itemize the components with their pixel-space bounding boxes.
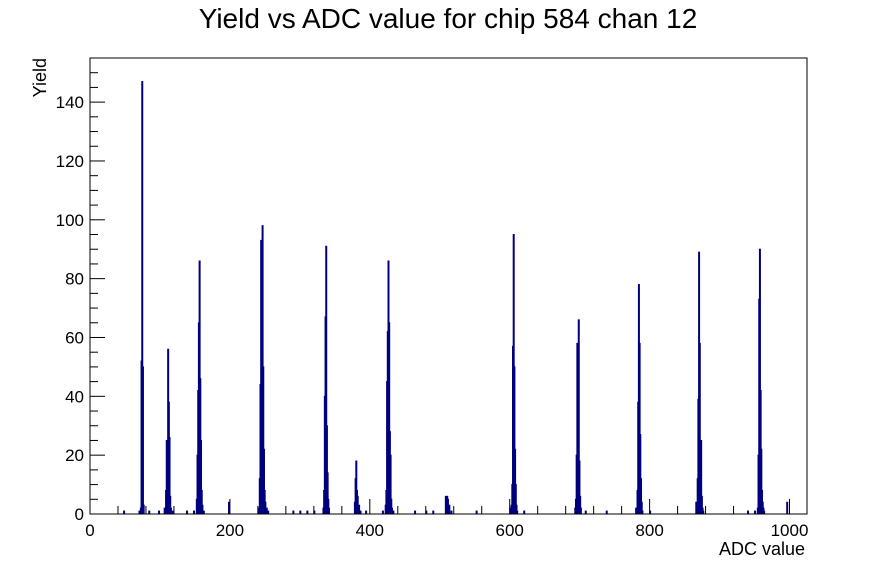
histogram-bin	[201, 504, 204, 515]
histogram-bin	[265, 507, 268, 515]
histogram-bin	[356, 495, 359, 515]
x-tick-label: 1000	[771, 521, 809, 540]
x-axis-label: ADC value	[719, 539, 805, 559]
y-axis-label: Yield	[30, 58, 50, 97]
histogram-bin	[390, 507, 393, 515]
histogram-bin	[228, 501, 230, 515]
y-tick-label: 40	[65, 387, 84, 406]
x-tick-label: 200	[216, 521, 244, 540]
histogram-bin	[579, 507, 582, 515]
histogram-bin	[163, 507, 166, 515]
y-tick-label: 60	[65, 328, 84, 347]
histogram-bin	[141, 366, 144, 515]
histogram-bin	[358, 504, 361, 515]
histogram-bin	[786, 501, 789, 515]
y-tick-label: 100	[56, 211, 84, 230]
plot-frame	[89, 57, 808, 515]
tick-labels: 0 200 400 600 800 1000 0 20 40 60 80 100 120 140	[56, 93, 809, 540]
y-tick-label: 80	[65, 270, 84, 289]
x-tick-label: 0	[85, 521, 94, 540]
x-tick-label: 600	[496, 521, 524, 540]
histogram-bin	[448, 504, 451, 515]
histogram-bin	[509, 507, 512, 515]
histogram-bin	[142, 504, 145, 515]
histogram-bin	[635, 507, 638, 515]
x-tick-label: 400	[356, 521, 384, 540]
y-tick-label: 0	[75, 505, 84, 524]
histogram-bin	[169, 507, 172, 515]
y-tick-label: 120	[56, 152, 84, 171]
y-tick-label: 140	[56, 93, 84, 112]
histogram-bin	[257, 507, 260, 515]
histogram-bin	[328, 507, 331, 515]
chart-title: Yield vs ADC value for chip 584 chan 12	[199, 3, 698, 34]
histogram-bin	[264, 501, 267, 515]
histogram-bin	[695, 501, 698, 515]
y-tick-label: 20	[65, 446, 84, 465]
x-tick-label: 800	[635, 521, 663, 540]
